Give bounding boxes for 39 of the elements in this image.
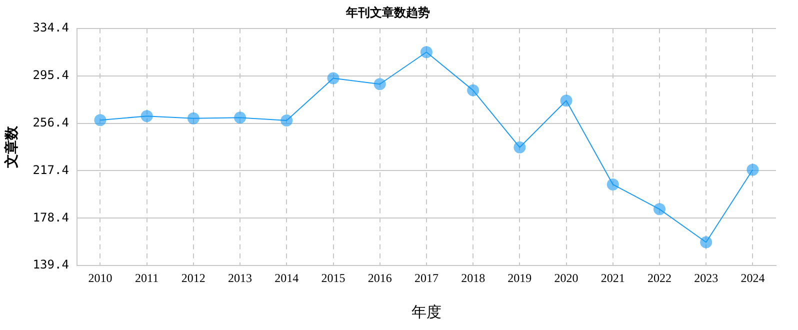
x-tick-label: 2020 <box>554 270 578 285</box>
x-tick-label: 2019 <box>508 270 532 285</box>
y-tick-label: 334.4 <box>32 20 69 35</box>
x-tick-label: 2024 <box>740 270 765 285</box>
y-tick-label: 256.4 <box>32 115 69 130</box>
x-tick-label: 2023 <box>694 270 718 285</box>
y-tick-label: 178.4 <box>32 210 69 224</box>
point <box>280 114 293 126</box>
point <box>140 110 153 122</box>
y-axis-title: 文章数 <box>3 125 20 169</box>
x-tick-label: 2013 <box>228 270 252 285</box>
point <box>560 94 572 107</box>
x-tick-label: 2010 <box>88 270 112 285</box>
x-axis-title: 年度 <box>411 302 442 321</box>
y-tick-label: 295.4 <box>32 68 69 82</box>
point <box>420 46 432 58</box>
x-tick-label: 2016 <box>368 270 392 285</box>
point <box>374 78 386 90</box>
point <box>606 178 619 190</box>
y-tick-label: 217.4 <box>32 162 69 177</box>
chart-title: 年刊文章数趋势 <box>345 5 430 20</box>
point <box>327 72 340 84</box>
y-tick-label: 139.4 <box>32 258 69 272</box>
x-tick-label: 2012 <box>181 270 206 285</box>
point <box>234 112 246 124</box>
x-tick-label: 2015 <box>321 270 346 285</box>
x-tick-label: 2014 <box>274 270 299 285</box>
x-tick-label: 2017 <box>414 270 438 285</box>
point <box>700 236 712 248</box>
x-tick-label: 2021 <box>600 270 625 285</box>
x-tick-label: 2011 <box>135 270 159 285</box>
point <box>94 114 106 126</box>
point <box>746 164 759 176</box>
point <box>514 141 526 154</box>
x-tick-label: 2018 <box>461 270 486 285</box>
point <box>187 112 200 124</box>
point <box>467 84 480 96</box>
point <box>653 203 666 216</box>
x-tick-label: 2022 <box>647 270 672 285</box>
